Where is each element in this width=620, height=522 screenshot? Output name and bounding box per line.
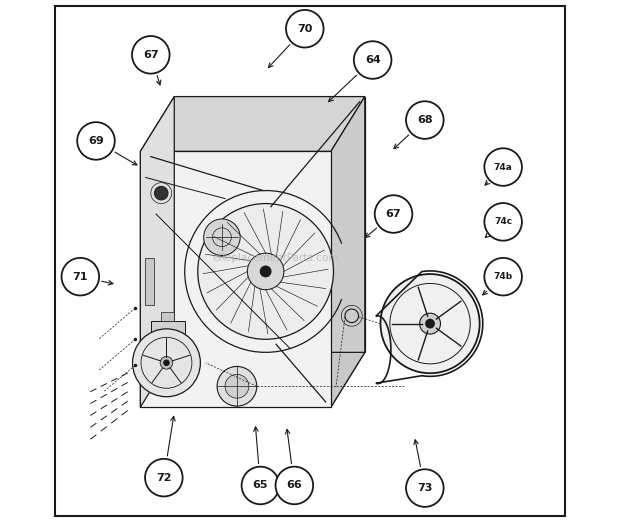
Circle shape — [374, 195, 412, 233]
Circle shape — [132, 36, 170, 74]
Text: 67: 67 — [143, 50, 159, 60]
Text: 66: 66 — [286, 480, 302, 491]
Text: 68: 68 — [417, 115, 433, 125]
Circle shape — [247, 253, 284, 290]
Polygon shape — [140, 97, 365, 151]
Text: 74a: 74a — [494, 162, 513, 172]
Text: 70: 70 — [297, 23, 312, 34]
Text: 71: 71 — [73, 271, 88, 282]
Circle shape — [426, 319, 434, 328]
Polygon shape — [140, 151, 331, 407]
Text: eReplacementParts.com: eReplacementParts.com — [213, 253, 339, 264]
Circle shape — [260, 266, 271, 277]
Text: 74b: 74b — [494, 272, 513, 281]
Circle shape — [160, 357, 173, 369]
Circle shape — [420, 313, 440, 334]
Circle shape — [217, 366, 257, 406]
Circle shape — [484, 258, 522, 295]
Circle shape — [77, 122, 115, 160]
Circle shape — [203, 219, 240, 256]
Polygon shape — [140, 352, 365, 407]
Text: 65: 65 — [253, 480, 268, 491]
Circle shape — [242, 467, 279, 504]
Circle shape — [145, 459, 183, 496]
Circle shape — [275, 467, 313, 504]
Text: 74c: 74c — [494, 217, 512, 227]
Text: 72: 72 — [156, 472, 172, 483]
Bar — [151, 321, 185, 347]
Circle shape — [484, 203, 522, 241]
Circle shape — [484, 148, 522, 186]
Circle shape — [225, 374, 249, 398]
Polygon shape — [331, 97, 365, 407]
Text: 73: 73 — [417, 483, 433, 493]
Bar — [161, 312, 174, 321]
Circle shape — [406, 469, 444, 507]
Bar — [144, 258, 154, 305]
Circle shape — [381, 274, 480, 373]
Circle shape — [164, 360, 169, 365]
Circle shape — [61, 258, 99, 295]
Circle shape — [354, 41, 391, 79]
Circle shape — [133, 329, 200, 397]
Circle shape — [286, 10, 324, 48]
Text: 69: 69 — [88, 136, 104, 146]
Circle shape — [406, 101, 444, 139]
Polygon shape — [174, 97, 365, 352]
Circle shape — [345, 309, 358, 323]
Circle shape — [198, 204, 334, 339]
Circle shape — [154, 186, 168, 200]
Polygon shape — [140, 97, 174, 407]
Text: 64: 64 — [365, 55, 381, 65]
Text: 67: 67 — [386, 209, 401, 219]
